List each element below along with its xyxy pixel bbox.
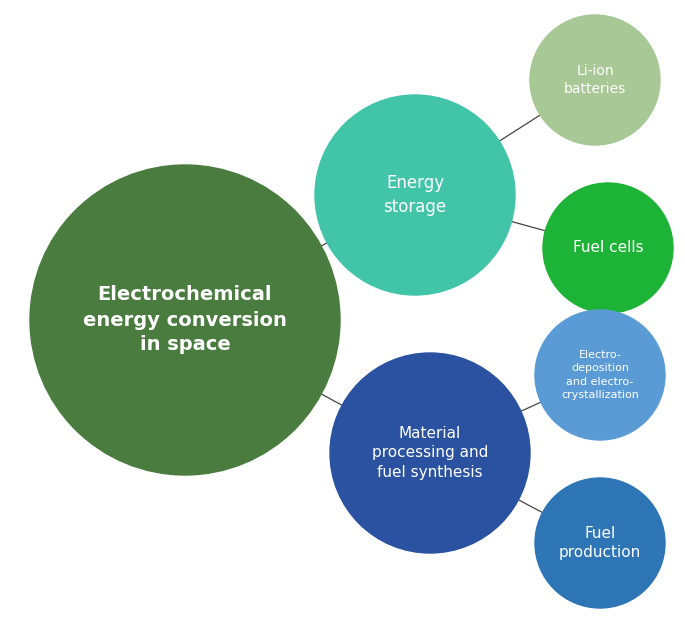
Text: Electrochemical
energy conversion
in space: Electrochemical energy conversion in spa…	[83, 285, 287, 354]
Circle shape	[543, 183, 673, 313]
Text: Material
processing and
fuel synthesis: Material processing and fuel synthesis	[372, 426, 488, 480]
Text: Fuel
production: Fuel production	[559, 526, 641, 561]
Circle shape	[315, 95, 515, 295]
Text: Li-ion
batteries: Li-ion batteries	[564, 64, 626, 96]
Circle shape	[330, 353, 530, 553]
Text: Fuel cells: Fuel cells	[573, 240, 643, 255]
Text: Electro-
deposition
and electro-
crystallization: Electro- deposition and electro- crystal…	[561, 350, 639, 400]
Circle shape	[30, 165, 340, 475]
Circle shape	[530, 15, 660, 145]
Circle shape	[535, 478, 665, 608]
Text: Energy
storage: Energy storage	[384, 174, 447, 216]
Circle shape	[535, 310, 665, 440]
